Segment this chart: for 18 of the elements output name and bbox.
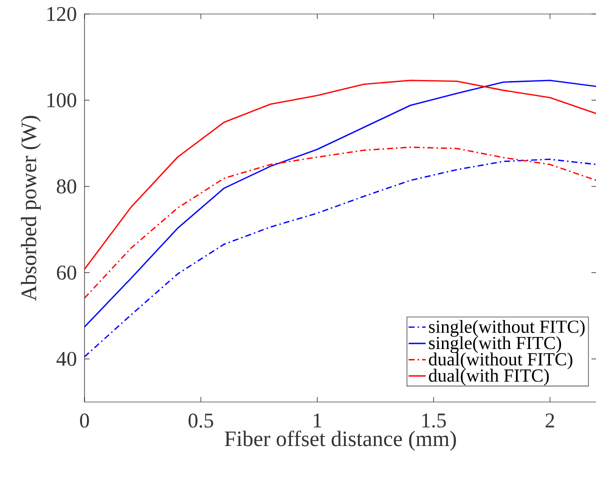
y-tick-label: 80 bbox=[56, 179, 76, 194]
x-tick-label: 2 bbox=[546, 414, 554, 428]
x-axis-title: Fiber offset distance (mm) bbox=[224, 430, 456, 451]
line-series bbox=[84, 146, 596, 299]
y-tick-label: 60 bbox=[56, 266, 76, 280]
y-tick-label: 120 bbox=[47, 6, 76, 22]
y-tick-label: 40 bbox=[56, 352, 76, 366]
legend-label: single(without FITC) bbox=[429, 320, 585, 337]
y-tick-label: 100 bbox=[47, 93, 76, 108]
x-tick-label: 0 bbox=[80, 414, 89, 428]
x-tick-label: 1 bbox=[314, 414, 322, 428]
x-tick-label: 0.5 bbox=[188, 414, 214, 428]
legend-label: dual(with FITC) bbox=[428, 368, 549, 386]
line-series bbox=[84, 80, 596, 270]
x-tick-label: 1.5 bbox=[422, 414, 446, 428]
y-axis-title: Absorbed power (W) bbox=[20, 116, 41, 301]
legend-label: dual(without FITC) bbox=[428, 352, 572, 370]
legend-label: single(with FITC) bbox=[429, 336, 562, 354]
